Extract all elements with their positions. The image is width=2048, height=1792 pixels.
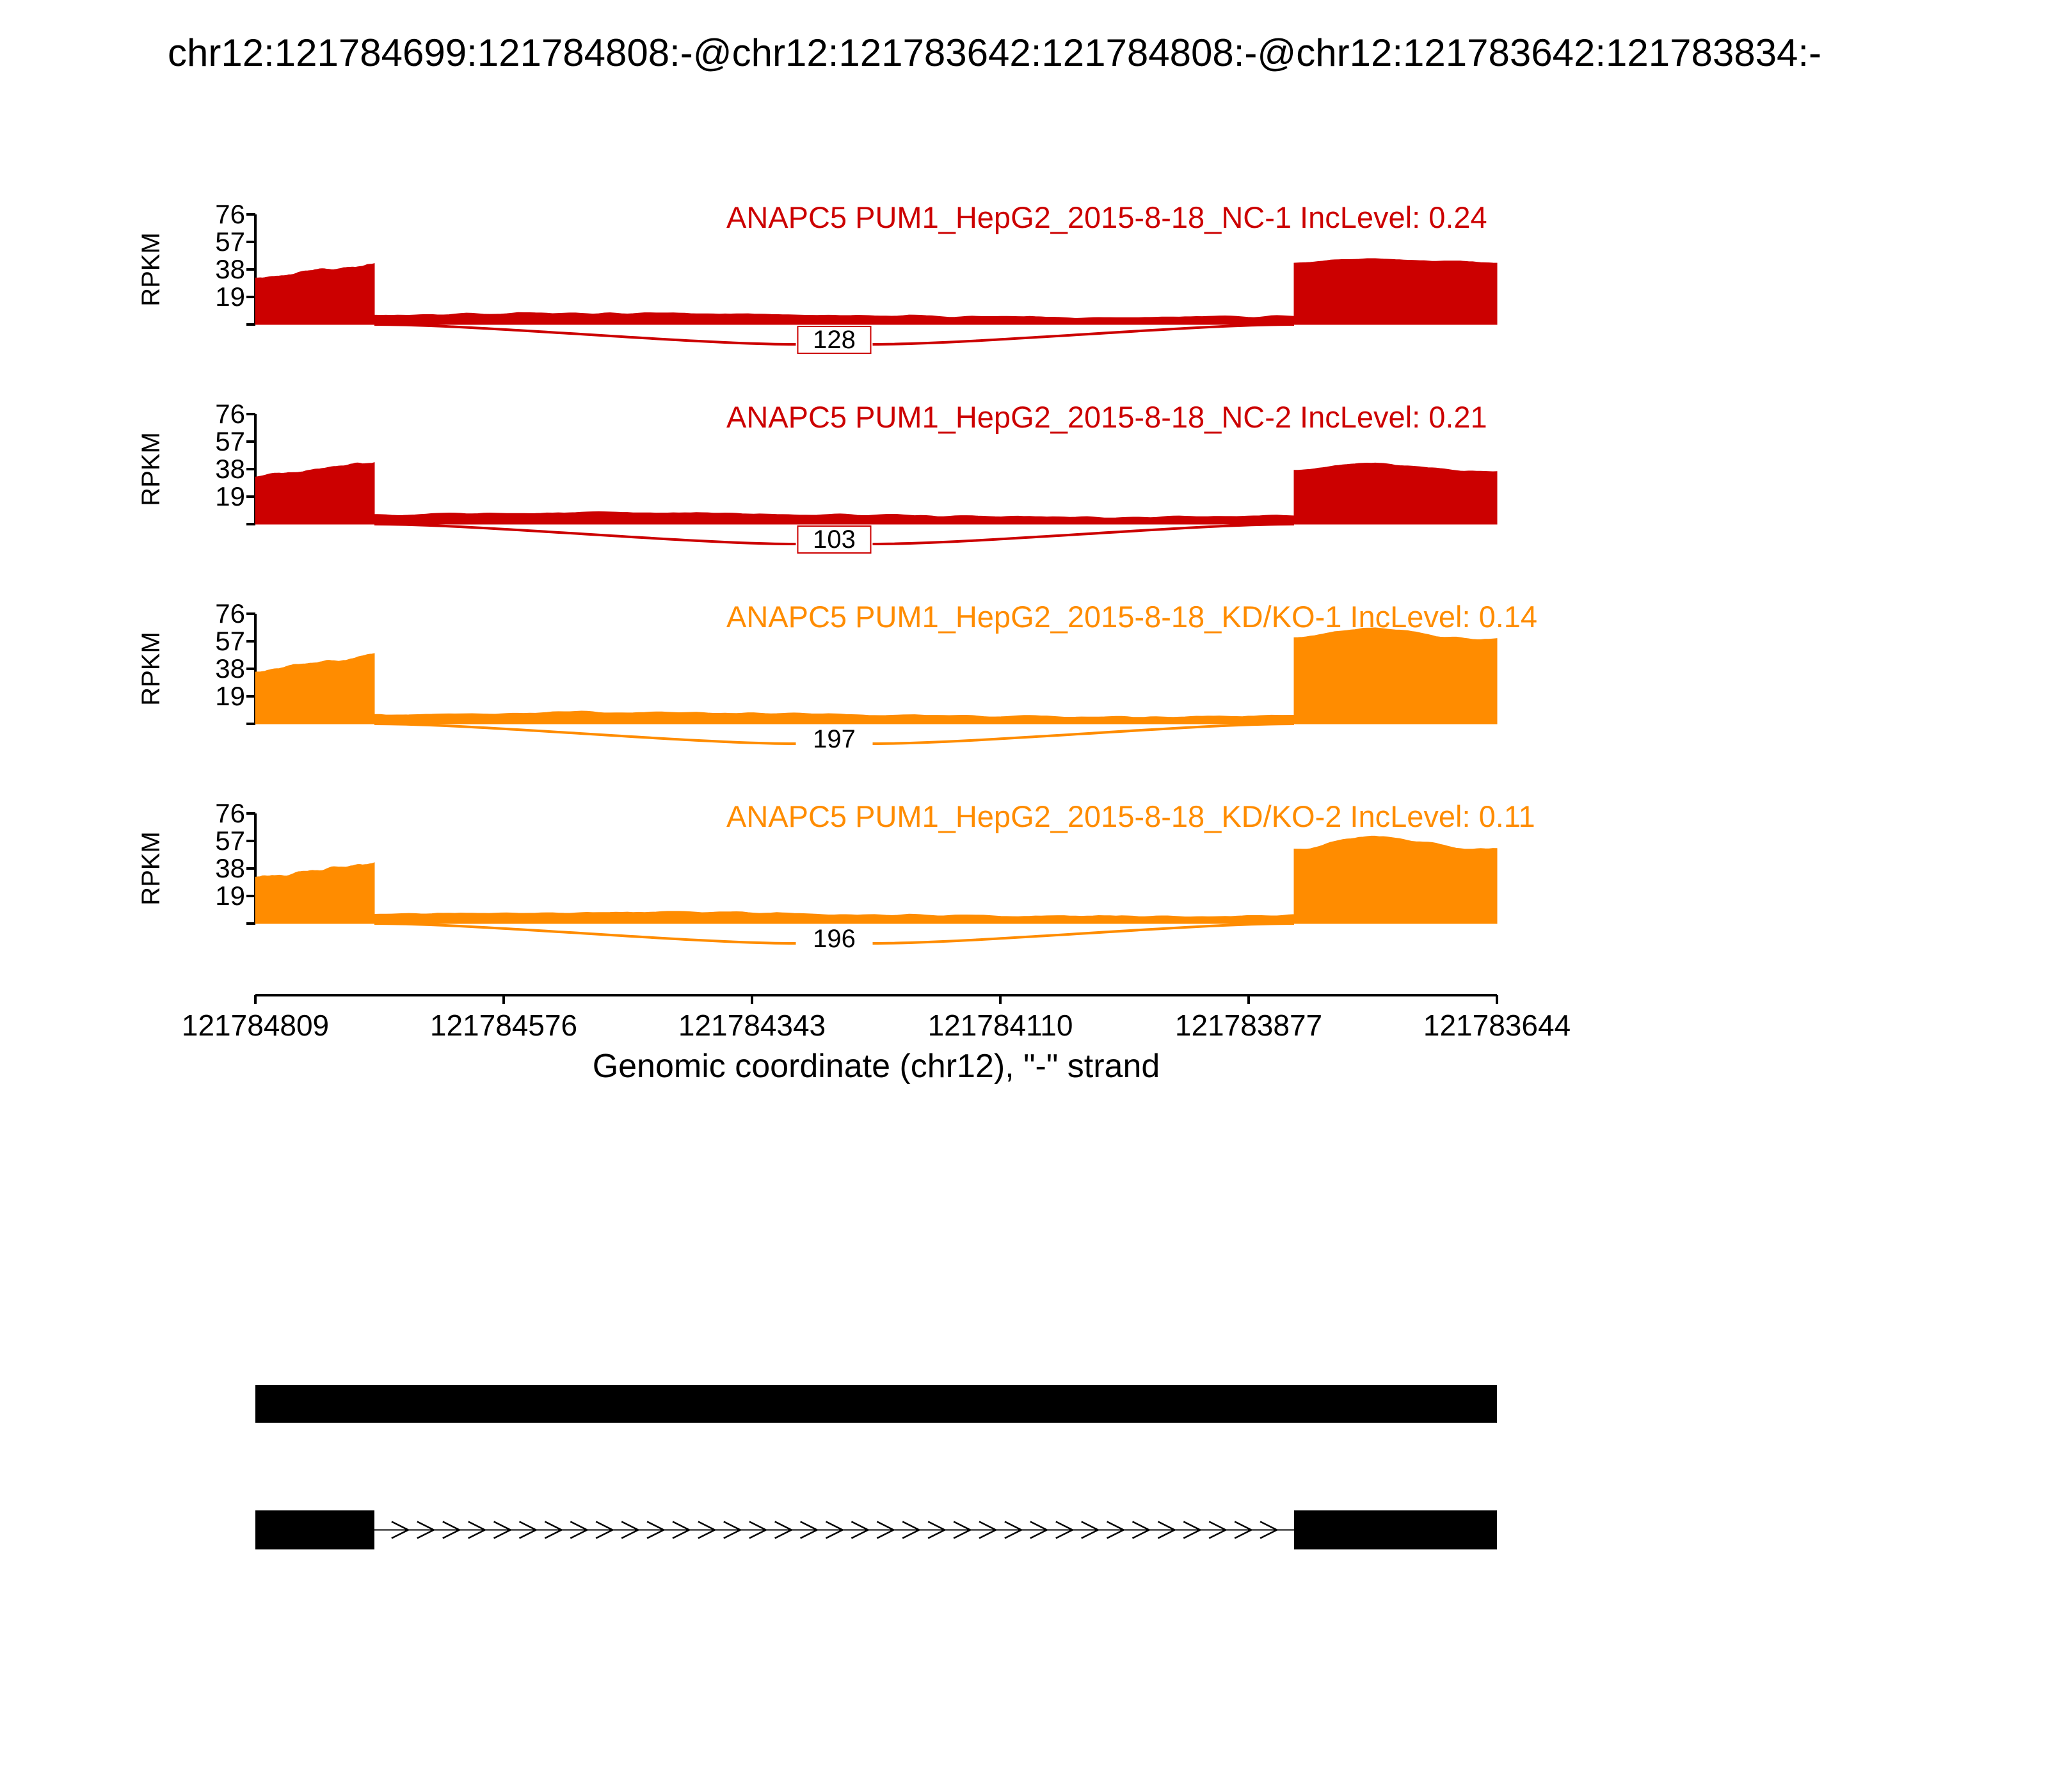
svg-text:19: 19 (215, 481, 245, 511)
svg-text:19: 19 (215, 881, 245, 911)
svg-text:ANAPC5 PUM1_HepG2_2015-8-18_KD: ANAPC5 PUM1_HepG2_2015-8-18_KD/KO-1 IncL… (726, 600, 1537, 634)
svg-text:38: 38 (215, 653, 245, 684)
svg-text:197: 197 (813, 725, 856, 753)
svg-text:57: 57 (215, 227, 245, 257)
svg-text:19: 19 (215, 282, 245, 312)
svg-text:121784576: 121784576 (430, 1009, 577, 1042)
svg-text:38: 38 (215, 254, 245, 284)
svg-text:57: 57 (215, 626, 245, 656)
svg-text:38: 38 (215, 853, 245, 883)
svg-text:RPKM: RPKM (137, 432, 165, 506)
svg-text:76: 76 (215, 199, 245, 229)
svg-text:128: 128 (813, 326, 856, 354)
svg-text:38: 38 (215, 454, 245, 484)
svg-text:76: 76 (215, 598, 245, 628)
svg-text:76: 76 (215, 399, 245, 429)
svg-text:Genomic coordinate (chr12), "-: Genomic coordinate (chr12), "-" strand (593, 1048, 1160, 1085)
svg-text:121784343: 121784343 (678, 1009, 826, 1042)
svg-text:RPKM: RPKM (137, 831, 165, 906)
svg-text:ANAPC5 PUM1_HepG2_2015-8-18_KD: ANAPC5 PUM1_HepG2_2015-8-18_KD/KO-2 IncL… (726, 799, 1535, 833)
svg-text:121784110: 121784110 (928, 1009, 1073, 1042)
svg-text:196: 196 (813, 925, 856, 953)
svg-text:121783877: 121783877 (1175, 1009, 1322, 1042)
svg-text:76: 76 (215, 798, 245, 828)
svg-text:RPKM: RPKM (137, 232, 165, 307)
svg-text:ANAPC5 PUM1_HepG2_2015-8-18_NC: ANAPC5 PUM1_HepG2_2015-8-18_NC-2 IncLeve… (726, 400, 1487, 434)
svg-text:121784809: 121784809 (182, 1009, 329, 1042)
svg-text:19: 19 (215, 681, 245, 711)
svg-text:ANAPC5 PUM1_HepG2_2015-8-18_NC: ANAPC5 PUM1_HepG2_2015-8-18_NC-1 IncLeve… (726, 200, 1487, 234)
svg-text:103: 103 (813, 525, 856, 554)
svg-text:57: 57 (215, 826, 245, 856)
svg-text:57: 57 (215, 426, 245, 456)
svg-text:RPKM: RPKM (137, 632, 165, 706)
svg-text:121783644: 121783644 (1423, 1009, 1571, 1042)
